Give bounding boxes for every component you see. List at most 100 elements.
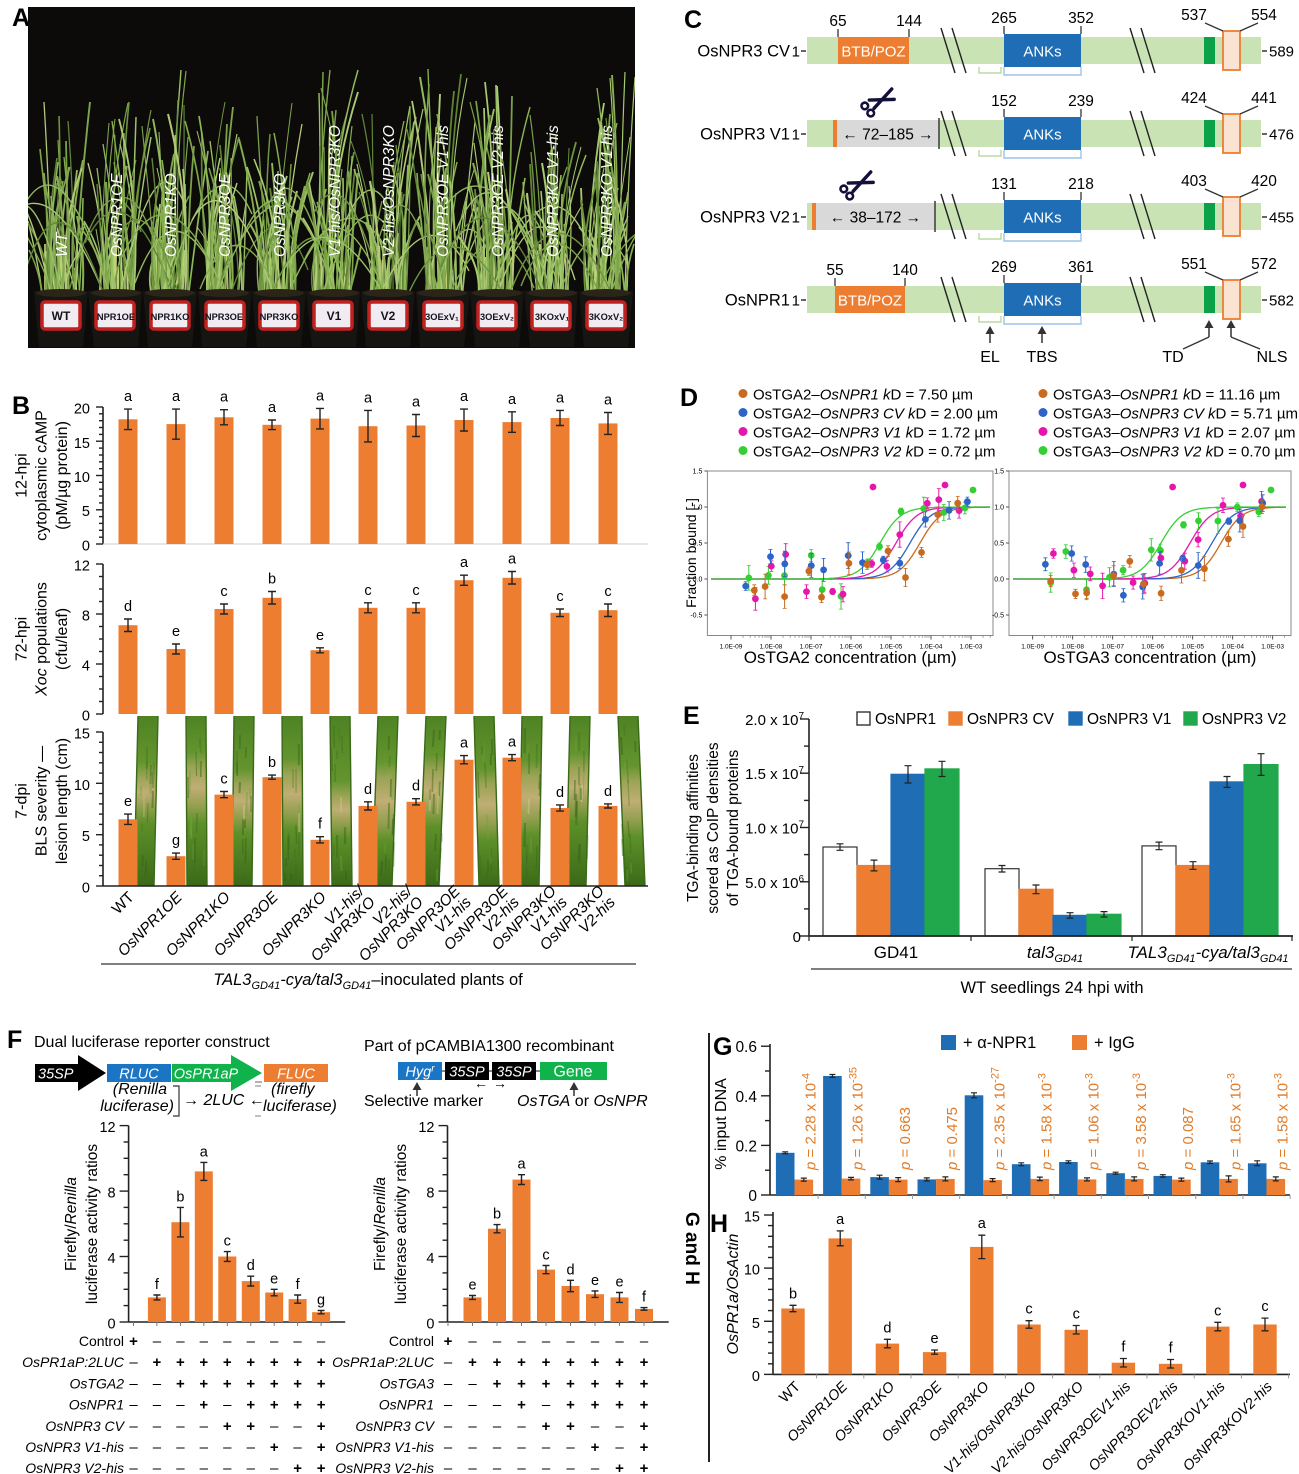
- svg-text:–: –: [591, 1418, 600, 1435]
- svg-text:p = 2.35 x 10-27: p = 2.35 x 10-27: [989, 1067, 1008, 1171]
- svg-text:Hygr: Hygr: [405, 1064, 435, 1081]
- svg-text:1: 1: [792, 293, 800, 310]
- svg-text:239: 239: [1068, 93, 1094, 110]
- svg-text:15: 15: [74, 727, 90, 743]
- svg-text:of TGA-bound proteins: of TGA-bound proteins: [725, 749, 742, 906]
- svg-text:589: 589: [1269, 44, 1294, 61]
- svg-text:+: +: [640, 1375, 649, 1392]
- svg-text:a: a: [460, 389, 469, 405]
- svg-text:–: –: [293, 1418, 302, 1435]
- svg-text:-0.5: -0.5: [992, 613, 1004, 620]
- svg-text:140: 140: [892, 262, 918, 279]
- svg-text:OsNPR3OE V2-his: OsNPR3OE V2-his: [490, 125, 507, 257]
- svg-text:–: –: [468, 1460, 477, 1474]
- svg-text:WT: WT: [109, 888, 138, 917]
- svg-text:WT seedlings 24 hpi with: WT seedlings 24 hpi with: [960, 979, 1143, 997]
- svg-text:Selective marker: Selective marker: [364, 1093, 484, 1110]
- svg-text:–: –: [591, 1333, 600, 1350]
- svg-text:+: +: [517, 1397, 526, 1414]
- svg-text:OsTGA3–OsNPR1 kD = 11.16 µm: OsTGA3–OsNPR1 kD = 11.16 µm: [1053, 387, 1280, 404]
- svg-text:5.0 x 106: 5.0 x 106: [745, 874, 804, 892]
- svg-text:4: 4: [82, 659, 90, 675]
- svg-text:c: c: [412, 583, 419, 599]
- svg-text:1.0: 1.0: [693, 505, 703, 512]
- svg-text:1.0E-07: 1.0E-07: [800, 644, 823, 651]
- svg-text:+: +: [270, 1397, 279, 1414]
- svg-text:OsTGA2: OsTGA2: [70, 1375, 125, 1391]
- svg-text:15: 15: [744, 1210, 760, 1226]
- svg-text:+: +: [640, 1418, 649, 1435]
- svg-text:OsNPR1: OsNPR1: [875, 711, 936, 728]
- svg-text:269: 269: [991, 259, 1017, 276]
- svg-text:OsTGA2 concentration (µm): OsTGA2 concentration (µm): [744, 648, 957, 667]
- svg-text:1.0E-05: 1.0E-05: [1181, 644, 1204, 651]
- svg-text:ANKs: ANKs: [1023, 44, 1061, 61]
- svg-text:+: +: [566, 1375, 575, 1392]
- svg-text:65: 65: [829, 13, 846, 30]
- svg-text:f: f: [1121, 1340, 1126, 1356]
- svg-text:luciferase): luciferase): [100, 1098, 174, 1115]
- svg-text:e: e: [591, 1273, 599, 1289]
- svg-text:+: +: [270, 1439, 279, 1456]
- svg-text:–: –: [153, 1397, 162, 1414]
- svg-text:0: 0: [793, 929, 801, 946]
- svg-text:a: a: [517, 1157, 526, 1173]
- svg-text:d: d: [566, 1262, 574, 1278]
- svg-text:c: c: [604, 584, 611, 600]
- svg-text:NPR1KO: NPR1KO: [151, 312, 190, 322]
- svg-text:–: –: [129, 1439, 138, 1456]
- svg-text:1.5: 1.5: [994, 469, 1004, 476]
- svg-text:1.0E-08: 1.0E-08: [1061, 644, 1084, 651]
- svg-text:p = 0.087: p = 0.087: [1180, 1107, 1197, 1171]
- svg-text:–: –: [493, 1439, 502, 1456]
- svg-text:131: 131: [991, 176, 1017, 193]
- svg-text:–: –: [317, 1333, 326, 1350]
- svg-text:+: +: [591, 1397, 600, 1414]
- svg-text:1.0E-06: 1.0E-06: [840, 644, 863, 651]
- svg-text:+: +: [317, 1354, 326, 1371]
- svg-text:BTB/POZ: BTB/POZ: [841, 44, 905, 61]
- svg-text:a: a: [172, 389, 181, 405]
- svg-text:TGA-binding affinities: TGA-binding affinities: [685, 754, 702, 902]
- svg-text:–: –: [542, 1439, 551, 1456]
- svg-text:+ IgG: + IgG: [1094, 1034, 1135, 1052]
- svg-text:c: c: [542, 1248, 549, 1264]
- svg-text:–: –: [200, 1333, 209, 1350]
- svg-text:OsTGA3–OsNPR3 CV kD = 5.71 µm: OsTGA3–OsNPR3 CV kD = 5.71 µm: [1053, 406, 1298, 423]
- svg-text:luciferase activity ratios: luciferase activity ratios: [393, 1144, 410, 1304]
- svg-text:luciferase activity ratios: luciferase activity ratios: [84, 1144, 101, 1304]
- svg-text:1.0E-07: 1.0E-07: [1101, 644, 1124, 651]
- svg-text:←: ←: [474, 1075, 488, 1091]
- svg-text:Fraction bound [-]: Fraction bound [-]: [683, 498, 699, 608]
- svg-text:a: a: [836, 1212, 845, 1228]
- svg-text:–: –: [566, 1439, 575, 1456]
- svg-text:(firefly: (firefly: [271, 1081, 316, 1098]
- svg-text:f: f: [642, 1290, 647, 1306]
- svg-text:20: 20: [74, 402, 90, 418]
- svg-text:1: 1: [792, 127, 800, 144]
- svg-text:–: –: [517, 1418, 526, 1435]
- svg-text:3OExV₂: 3OExV₂: [480, 312, 514, 322]
- svg-text:+: +: [176, 1354, 185, 1371]
- svg-text:ANKs: ANKs: [1023, 293, 1061, 310]
- svg-text:–: –: [247, 1460, 256, 1474]
- svg-text:Dual luciferase reporter const: Dual luciferase reporter construct: [34, 1034, 270, 1051]
- svg-text:218: 218: [1068, 176, 1094, 193]
- svg-text:–: –: [176, 1439, 185, 1456]
- svg-text:–: –: [444, 1397, 453, 1414]
- svg-text:–: –: [129, 1397, 138, 1414]
- svg-text:–: –: [615, 1333, 624, 1350]
- svg-text:a: a: [316, 388, 325, 404]
- svg-text:–: –: [223, 1460, 232, 1474]
- svg-text:+: +: [246, 1375, 255, 1392]
- svg-text:tal3GD41: tal3GD41: [1027, 943, 1083, 965]
- svg-text:d: d: [883, 1320, 891, 1336]
- svg-text:35SP: 35SP: [38, 1067, 74, 1083]
- svg-text:–: –: [176, 1333, 185, 1350]
- svg-text:+: +: [317, 1460, 326, 1474]
- svg-text:+: +: [615, 1397, 624, 1414]
- svg-text:b: b: [268, 572, 276, 588]
- svg-text:–: –: [468, 1375, 477, 1392]
- svg-text:–: –: [129, 1354, 138, 1371]
- svg-text:–: –: [468, 1418, 477, 1435]
